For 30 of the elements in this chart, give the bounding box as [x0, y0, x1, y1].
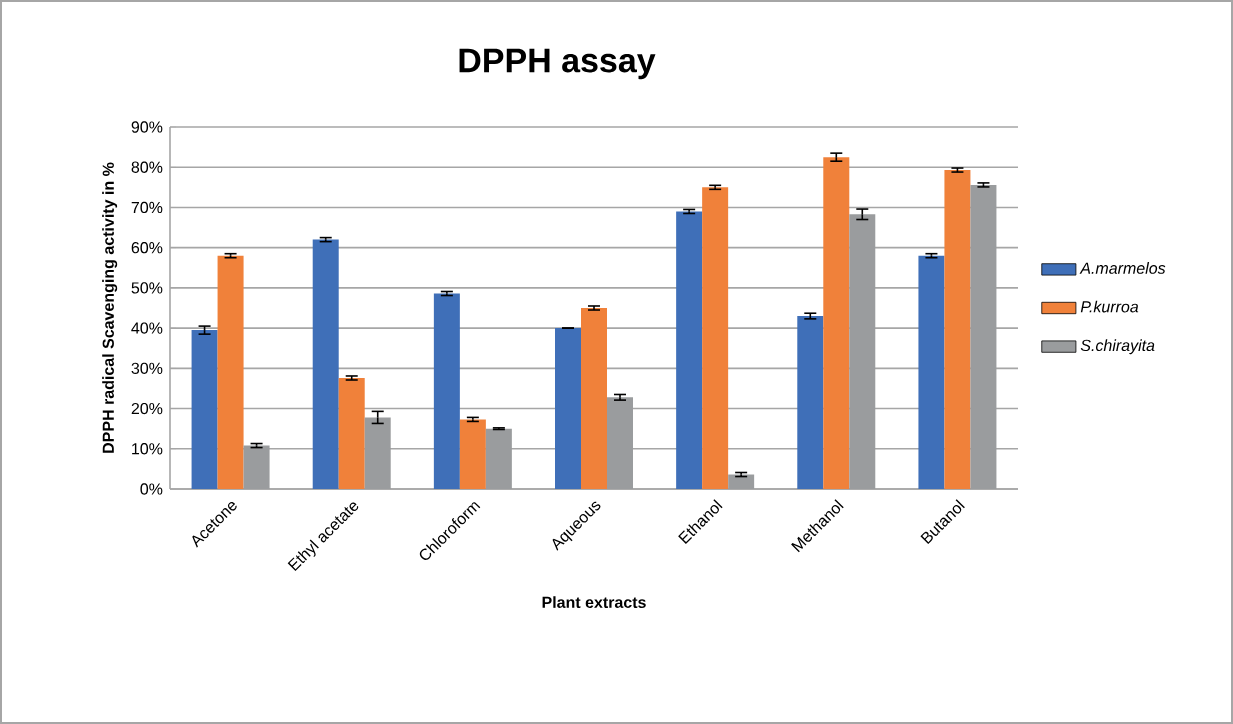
bar	[312, 239, 339, 489]
y-tick-label: 40%	[131, 322, 163, 334]
y-tick-label: 0%	[140, 483, 163, 495]
y-tick-label: 50%	[131, 282, 163, 294]
legend-label: A.marmelos	[1079, 262, 1166, 274]
bar	[702, 187, 729, 489]
y-tick-label: 60%	[131, 242, 163, 254]
y-tick-label: 30%	[131, 362, 163, 374]
bar	[581, 308, 607, 489]
bar	[797, 316, 824, 489]
bar	[676, 211, 703, 489]
bar	[191, 330, 218, 489]
y-tick-label: 70%	[131, 201, 163, 214]
x-axis-title: Plant extracts	[542, 596, 646, 608]
y-axis-title: DPPH radical Scavenging activity in %	[102, 162, 118, 453]
bar	[459, 419, 486, 489]
bar	[217, 255, 244, 489]
bar	[918, 255, 945, 489]
bar	[555, 328, 581, 489]
bar	[338, 377, 365, 489]
y-tick-label: 10%	[132, 443, 163, 455]
legend-label: P.kurroa	[1080, 300, 1139, 313]
bar	[944, 170, 971, 489]
bar	[823, 157, 850, 489]
chart-title: DPPH assay	[459, 48, 656, 80]
legend-label: S.chirayita	[1080, 339, 1155, 355]
bar	[433, 293, 460, 489]
y-tick-label: 20%	[131, 402, 163, 415]
y-tick-label: 80%	[131, 161, 163, 173]
y-tick-label: 90%	[131, 121, 163, 133]
